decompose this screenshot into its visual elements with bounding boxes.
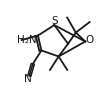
Text: O: O: [85, 35, 94, 45]
Text: S: S: [51, 16, 58, 26]
Text: N: N: [24, 74, 32, 84]
Text: H₂N: H₂N: [17, 35, 37, 45]
